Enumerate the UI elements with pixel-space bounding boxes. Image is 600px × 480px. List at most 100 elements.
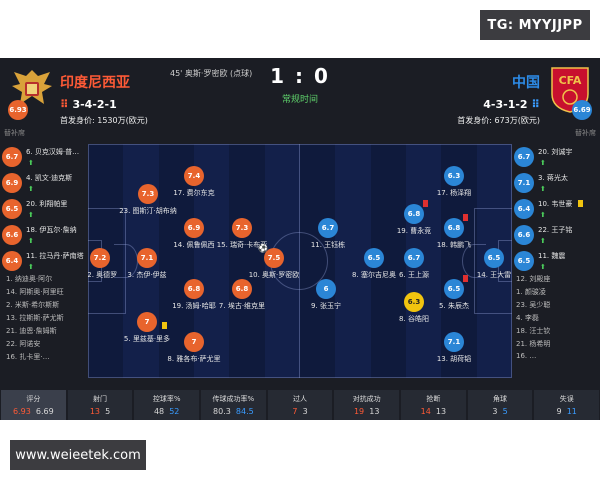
player-name: 9. 张玉宁 xyxy=(311,302,341,310)
home-player[interactable]: 6.8 7. 埃古·维克里 xyxy=(212,279,272,311)
reserve-player[interactable]: 22. 阿诺安 xyxy=(6,340,41,348)
stat-rating[interactable]: 评分 6.93 6.69 xyxy=(1,390,66,420)
away-player[interactable]: 6.7 11. 王钰栋 xyxy=(298,218,358,250)
away-player[interactable]: 6.5 8. 塞尔吉尼奥 xyxy=(344,248,404,280)
away-player[interactable]: 7.1 13. 胡荷韬 xyxy=(424,332,484,364)
reserve-player[interactable]: 14. 阿斯奥·阿里旺 xyxy=(6,288,64,296)
bench-sub[interactable]: 6.7 6. 贝克汉姆·普… ⬆ xyxy=(2,144,86,170)
home-player[interactable]: 7 8. 雅各布·萨尤里 xyxy=(164,332,224,364)
sub-rating: 6.9 xyxy=(2,173,22,193)
away-player[interactable]: 6.5 5. 朱辰杰 xyxy=(424,275,484,311)
sub-in-icon: ⬆ xyxy=(540,159,546,167)
bench-sub[interactable]: 6.6 18. 伊瓦尔·詹纳 ⬆ xyxy=(2,222,86,248)
reserve-player[interactable]: 13. 拉斯斯·萨尤斯 xyxy=(6,314,64,322)
away-team-value: 首发身价: 673万(欧元) xyxy=(457,116,540,125)
reserve-player[interactable]: 1. 颜骏凌 xyxy=(516,288,546,296)
bench-sub[interactable]: 6.7 20. 刘诚宇 ⬆ xyxy=(514,144,598,170)
bench-sub[interactable]: 6.9 4. 凯文·迪克斯 ⬆ xyxy=(2,170,86,196)
player-rating: 7.1 xyxy=(137,248,157,268)
stat-dribbles[interactable]: 过人 7 3 xyxy=(267,390,333,420)
reserve-player[interactable]: 23. 吴少聪 xyxy=(516,301,551,309)
reserve-player[interactable]: 21. 迪恩·詹姆斯 xyxy=(6,327,57,335)
sub-name: 18. 伊瓦尔·詹纳 xyxy=(26,226,77,234)
player-rating: 6.3 xyxy=(404,292,424,312)
sub-in-icon: ⬆ xyxy=(540,237,546,245)
reserve-player[interactable]: 21. 杨希明 xyxy=(516,340,551,348)
player-rating: 6.9 xyxy=(184,218,204,238)
home-player[interactable]: 7.5 ⚽ 10. 奥斯·罗密欧 xyxy=(244,244,304,280)
home-player[interactable]: 7.2 12. 奥德罗 xyxy=(88,248,130,280)
home-player[interactable]: 7.3 23. 图斯汀·胡布纳 xyxy=(118,184,178,216)
home-player[interactable]: 7.3 15. 瑞奇·卡布亚 xyxy=(212,218,272,250)
player-rating: 6.5 xyxy=(364,248,384,268)
bench-sub[interactable]: 7.1 3. 蒋光太 ⬆ xyxy=(514,170,598,196)
reserve-player[interactable]: 12. 刘殿座 xyxy=(516,275,551,283)
sub-name: 11. 拉马丹·萨南塔 xyxy=(26,252,84,260)
sub-rating: 6.7 xyxy=(514,147,534,167)
player-name: 8. 谷皓阳 xyxy=(399,315,429,323)
home-player[interactable]: 6.9 14. 佩鲁佩西 xyxy=(164,218,224,250)
player-name: 5. 朱辰杰 xyxy=(439,302,469,310)
sub-in-icon: ⬆ xyxy=(540,185,546,193)
home-player[interactable]: 7.4 17. 费尔东克 xyxy=(164,166,224,198)
sub-in-icon: ⬆ xyxy=(28,185,34,193)
home-team-value: 首发身价: 1530万(欧元) xyxy=(60,116,148,125)
reserve-player[interactable]: 16. … xyxy=(516,352,537,360)
bench-sub[interactable]: 6.6 22. 王子铭 ⬆ xyxy=(514,222,598,248)
away-player[interactable]: 6.3 17. 杨泽翔 xyxy=(424,166,484,198)
player-rating: 6.8 xyxy=(444,214,468,238)
away-player[interactable]: 6.8 19. 曹永竞 xyxy=(384,200,444,236)
reserve-player[interactable]: 1. 纳迪奥·阿尔 xyxy=(6,275,53,283)
stat-possession[interactable]: 控球率% 48 52 xyxy=(134,390,200,420)
bench-sub[interactable]: 6.4 10. 韦世豪 ⬆ xyxy=(514,196,598,222)
home-player[interactable]: 7 5. 里兹基·里多 xyxy=(117,312,177,344)
sub-in-icon: ⬆ xyxy=(28,263,34,271)
away-bench-title: 替补席 xyxy=(575,129,596,137)
player-rating: 6.8 xyxy=(404,200,428,224)
home-team-rating: 6.93 xyxy=(8,100,28,120)
sub-in-icon: ⬆ xyxy=(540,211,546,219)
player-rating: 6.7 xyxy=(318,218,338,238)
player-name: 12. 奥德罗 xyxy=(88,271,118,279)
match-status: 常规时间 xyxy=(281,95,318,105)
player-name: 14. 佩鲁佩西 xyxy=(173,241,215,249)
player-rating: 7.1 xyxy=(444,332,464,352)
player-rating: 6.3 xyxy=(444,166,464,186)
home-team-header: 印度尼西亚 ⠿ 3-4-2-1 首发身价: 1530万(欧元) xyxy=(60,72,148,126)
reserve-player[interactable]: 16. 扎卡里·… xyxy=(6,353,50,361)
stat-duels-won[interactable]: 对抗成功 19 13 xyxy=(334,390,400,420)
away-player[interactable]: 6.7 6. 王上源 xyxy=(384,248,444,280)
reserve-player[interactable]: 2. 米斯·希尔斯斯 xyxy=(6,301,60,309)
indonesia-garuda-emblem xyxy=(12,70,52,104)
yellow-card-icon xyxy=(162,322,167,329)
bench-sub[interactable]: 6.5 11. 魏震 ⬆ xyxy=(514,248,598,274)
sub-rating: 6.6 xyxy=(514,225,534,245)
away-bench: 6.7 20. 刘诚宇 ⬆ 7.1 3. 蒋光太 ⬆ 6.4 10. 韦世豪 ⬆ 6.6 22… xyxy=(514,144,598,365)
bench-sub[interactable]: 6.4 11. 拉马丹·萨南塔 ⬆ xyxy=(2,248,86,274)
stat-errors[interactable]: 失误 9 11 xyxy=(534,390,600,420)
away-player[interactable]: 6.5 14. 王大雷 xyxy=(464,248,512,280)
stat-pass-accuracy[interactable]: 传球成功率% 80.3 84.5 xyxy=(201,390,266,420)
player-rating: 7.2 xyxy=(90,248,110,268)
away-team-header: 中国 4-3-1-2 ⠿ 首发身价: 673万(欧元) xyxy=(457,72,540,126)
stat-corners[interactable]: 角球 3 5 xyxy=(467,390,533,420)
stat-shots[interactable]: 射门 13 5 xyxy=(67,390,133,420)
reserve-player[interactable]: 18. 汪士钦 xyxy=(516,327,551,335)
reserve-player[interactable]: 4. 李磊 xyxy=(516,314,539,322)
home-player[interactable]: 7.1 3. 杰伊·伊兹 xyxy=(117,248,177,280)
player-name: 8. 雅各布·萨尤里 xyxy=(167,355,221,363)
sub-rating: 6.4 xyxy=(2,251,22,271)
away-player[interactable]: 6 9. 张玉宁 xyxy=(296,279,356,311)
home-player[interactable]: 6.8 19. 汤姆·哈耶 xyxy=(164,279,224,311)
yellow-card-icon xyxy=(578,200,583,207)
sub-name: 22. 王子铭 xyxy=(538,226,573,234)
away-team-name: 中国 xyxy=(512,75,540,91)
stat-tackles[interactable]: 抢断 14 13 xyxy=(401,390,466,420)
match-lineup-app: 6.93 印度尼西亚 ⠿ 3-4-2-1 首发身价: 1530万(欧元) 45'… xyxy=(0,58,600,420)
player-rating: 7.4 xyxy=(184,166,204,186)
home-bench-title: 替补席 xyxy=(4,129,25,137)
away-player[interactable]: 6.8 18. 韩鹏飞 xyxy=(424,214,484,250)
away-player[interactable]: 6.3 8. 谷皓阳 xyxy=(384,292,444,324)
stats-bar: 评分 6.93 6.69 射门 13 5 控球率% 48 52 传球成功率% 80.3 … xyxy=(0,390,600,420)
bench-sub[interactable]: 6.5 20. 利翔帕里 ⬆ xyxy=(2,196,86,222)
